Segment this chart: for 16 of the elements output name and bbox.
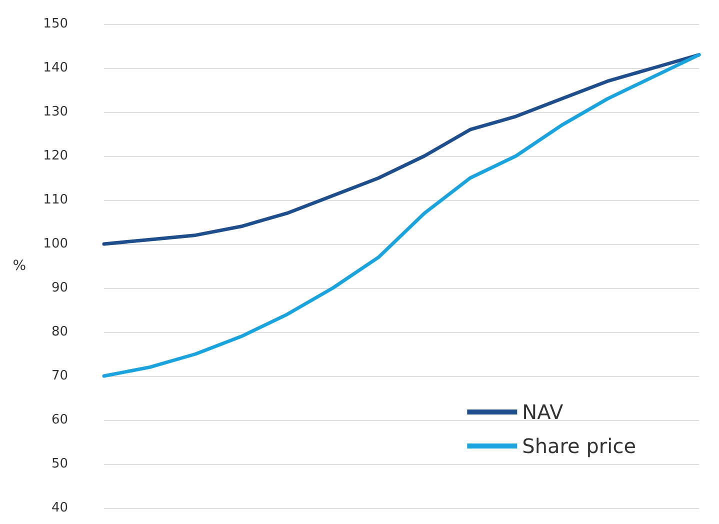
y-tick-label: 120 bbox=[43, 148, 68, 164]
y-tick-label: 100 bbox=[43, 236, 68, 252]
y-tick-label: 40 bbox=[51, 500, 68, 516]
legend-label: NAV bbox=[522, 400, 564, 424]
y-tick-label: 140 bbox=[43, 60, 68, 76]
y-tick-label: 150 bbox=[43, 16, 68, 32]
legend-label: Share price bbox=[522, 434, 636, 458]
y-tick-label: 50 bbox=[51, 456, 68, 472]
y-tick-label: 60 bbox=[51, 412, 68, 428]
line-series bbox=[102, 53, 701, 378]
y-tick-label: 80 bbox=[51, 324, 68, 340]
y-axis-title: % bbox=[12, 258, 26, 274]
y-tick-label: 70 bbox=[51, 368, 68, 384]
y-tick-label: 130 bbox=[43, 104, 68, 120]
y-tick-label: 90 bbox=[51, 280, 68, 296]
y-tick-label: 110 bbox=[43, 192, 68, 208]
